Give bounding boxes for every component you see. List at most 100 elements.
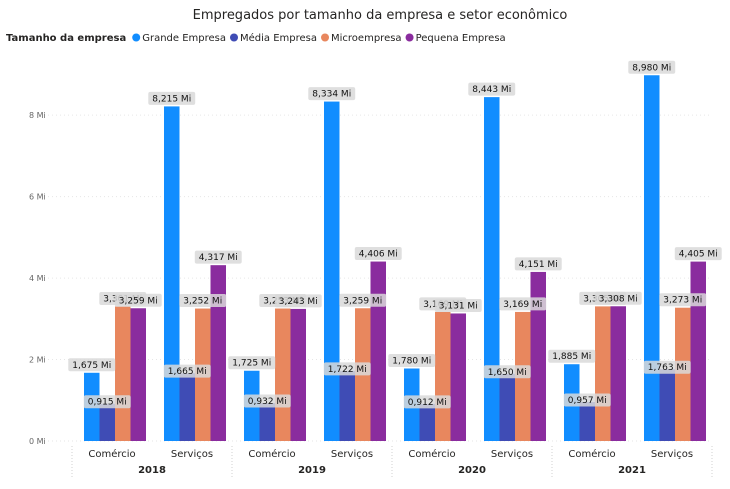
data-label-background [434,298,482,312]
bar-media-empresa-2021-comercio[interactable] [579,402,596,441]
x-group-label: 2021 [618,465,646,476]
data-label-text: 3,252 Mi [183,297,222,307]
data-label-pequena-empresa-2020-servicos: 4,151 Mi [514,257,562,271]
data-label-text: 3,131 Mi [439,301,478,311]
bar-pequena-empresa-2018-comercio[interactable] [130,308,147,441]
data-label-media-empresa-2020-servicos: 1,650 Mi [483,365,531,379]
bar-media-empresa-2019-comercio[interactable] [259,403,276,441]
bar-media-empresa-2018-comercio[interactable] [99,403,116,441]
legend-label-microempresa: Microempresa [331,33,402,44]
bar-grande-empresa-2021-servicos[interactable] [644,75,660,442]
data-label-text: 1,650 Mi [488,368,527,378]
data-label-text: 3,273 Mi [663,296,702,306]
data-label-text: 3,169 Mi [503,300,542,310]
data-label-background [499,297,547,311]
x-group-label: 2019 [298,465,326,476]
y-tick-label: 0 Mi [29,437,46,446]
data-label-background [468,82,516,96]
data-label-background [388,354,436,368]
x-category-label: Comércio [88,448,135,460]
data-label-media-empresa-2021-comercio: 0,957 Mi [563,393,611,407]
bar-pequena-empresa-2018-servicos[interactable] [210,265,227,441]
data-label-background [563,393,611,407]
data-label-background [68,358,116,372]
x-category-label: Comércio [248,448,295,460]
data-label-text: 3,308 Mi [599,294,638,304]
data-label-background [274,294,322,308]
data-label-media-empresa-2020-comercio: 0,912 Mi [403,395,451,409]
bar-grande-empresa-2019-servicos[interactable] [324,101,340,442]
bar-media-empresa-2020-comercio[interactable] [419,403,436,441]
data-labels: 1,675 Mi0,915 Mi3,301 Mi3,259 Mi8,215 Mi… [68,60,722,409]
data-label-text: 1,725 Mi [232,359,271,369]
data-label-grande-empresa-2020-comercio: 1,780 Mi [388,354,436,368]
data-label-media-empresa-2018-servicos: 1,665 Mi [163,364,211,378]
bar-pequena-empresa-2020-servicos[interactable] [530,271,547,441]
data-label-background [148,91,196,105]
x-axis: Comércio Serviços Comércio Serviços Comércio… [71,446,713,478]
data-label-microempresa-2018-servicos: 3,252 Mi [179,294,227,308]
bar-media-empresa-2021-servicos[interactable] [659,369,676,441]
bar-media-empresa-2019-servicos[interactable] [339,370,356,441]
x-category-label: Serviços [651,449,693,460]
bar-media-empresa-2018-servicos[interactable] [179,373,196,441]
y-tick-label: 6 Mi [29,193,46,202]
bar-pequena-empresa-2021-comercio[interactable] [610,306,627,441]
data-label-background [514,257,562,271]
data-label-background [308,87,356,101]
bar-media-empresa-2020-servicos[interactable] [499,373,516,441]
x-category-label: Serviços [331,449,373,460]
y-tick-label: 8 Mi [29,111,46,120]
data-label-grande-empresa-2019-servicos: 8,334 Mi [308,87,356,101]
data-label-text: 1,675 Mi [72,361,111,371]
data-label-grande-empresa-2018-servicos: 8,215 Mi [148,91,196,105]
bar-microempresa-2019-comercio[interactable] [275,308,291,441]
data-label-text: 3,259 Mi [343,296,382,306]
data-label-pequena-empresa-2018-servicos: 4,317 Mi [194,250,242,264]
data-label-text: 3,243 Mi [279,297,318,307]
bar-microempresa-2018-comercio[interactable] [115,306,131,441]
bar-microempresa-2020-comercio[interactable] [435,311,451,441]
data-label-background [659,293,707,307]
bar-grande-empresa-2020-servicos[interactable] [484,97,500,441]
data-label-text: 4,151 Mi [519,260,558,270]
bar-grande-empresa-2018-servicos[interactable] [164,106,180,441]
bar-pequena-empresa-2021-servicos[interactable] [690,261,707,441]
legend-label-media-empresa: Média Empresa [240,32,317,44]
data-label-background [403,395,451,409]
legend: Tamanho da empresa Grande Empresa Média E… [6,32,506,44]
bar-pequena-empresa-2019-comercio[interactable] [290,308,307,441]
data-label-microempresa-2021-servicos: 3,273 Mi [659,293,707,307]
legend-label-pequena-empresa: Pequena Empresa [416,33,506,44]
data-label-text: 1,780 Mi [392,357,431,367]
data-label-pequena-empresa-2021-comercio: 3,308 Mi [594,291,642,305]
y-axis: 0 Mi 2 Mi 4 Mi 6 Mi 8 Mi [29,111,46,446]
data-label-text: 1,763 Mi [648,363,687,373]
bar-pequena-empresa-2019-servicos[interactable] [370,261,387,441]
data-label-background [83,395,131,409]
bar-microempresa-2021-comercio[interactable] [595,306,611,441]
data-label-background [339,293,387,307]
data-label-grande-empresa-2020-servicos: 8,443 Mi [468,82,516,96]
data-label-media-empresa-2021-servicos: 1,763 Mi [643,360,691,374]
legend-marker-media-empresa [230,33,238,42]
data-label-grande-empresa-2021-servicos: 8,980 Mi [628,60,676,74]
data-label-text: 8,334 Mi [312,90,351,100]
legend-marker-microempresa [321,33,330,42]
bar-microempresa-2021-servicos[interactable] [675,307,691,441]
data-label-grande-empresa-2018-comercio: 1,675 Mi [68,358,116,372]
data-label-text: 4,317 Mi [199,253,238,263]
data-label-media-empresa-2018-comercio: 0,915 Mi [83,395,131,409]
data-label-microempresa-2020-servicos: 3,169 Mi [499,297,547,311]
data-label-text: 0,912 Mi [408,398,447,408]
data-label-text: 3,259 Mi [119,296,158,306]
data-label-background [548,349,596,363]
x-category-label: Comércio [568,448,615,460]
legend-marker-grande-empresa [132,33,141,42]
bar-pequena-empresa-2020-comercio[interactable] [450,313,467,441]
data-label-pequena-empresa-2019-servicos: 4,406 Mi [354,247,402,261]
data-label-background [354,247,402,261]
data-label-text: 8,980 Mi [632,63,671,73]
x-category-label: Serviços [491,449,533,460]
